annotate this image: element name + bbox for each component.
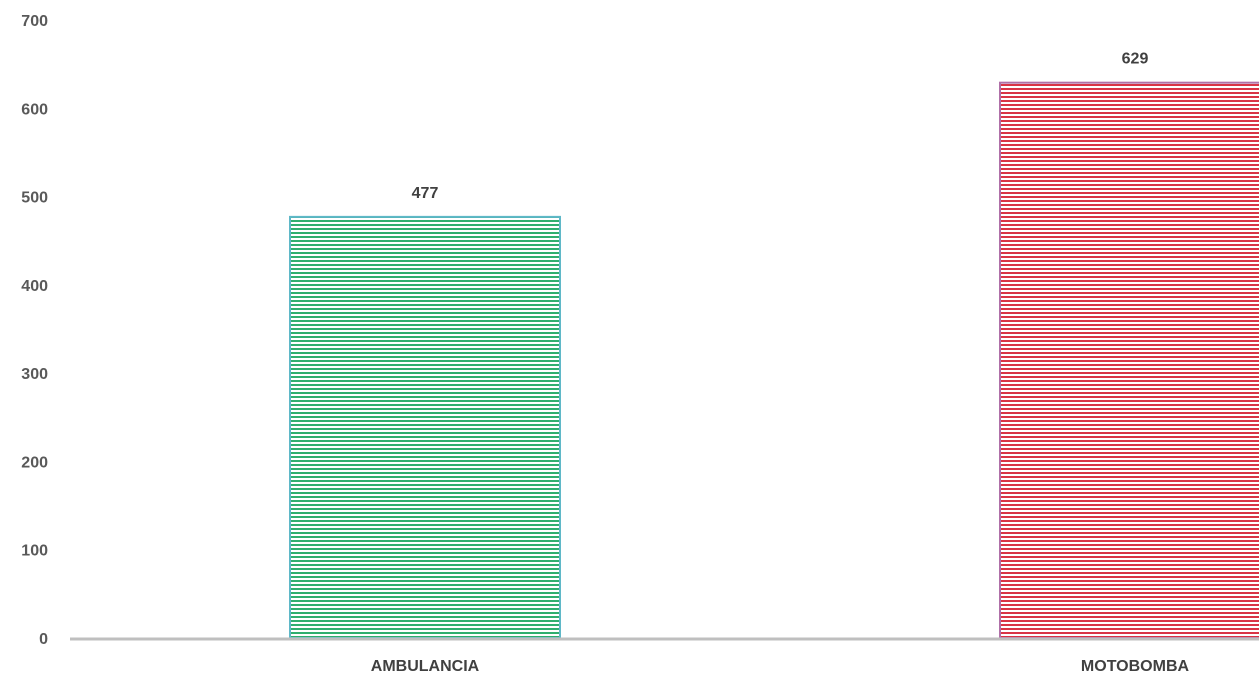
y-tick-label: 200	[21, 454, 48, 471]
y-axis: 0 100 200 300 400 500 600 700	[21, 13, 48, 648]
data-labels: 477 629	[412, 51, 1149, 202]
y-tick-label: 300	[21, 366, 48, 383]
bars	[289, 81, 1259, 639]
category-label-ambulancia: AMBULANCIA	[371, 658, 480, 675]
y-tick-label: 500	[21, 190, 48, 207]
y-tick-label: 400	[21, 278, 48, 295]
y-tick-label: 0	[39, 631, 48, 648]
data-label-ambulancia: 477	[412, 185, 439, 202]
y-tick-label: 700	[21, 13, 48, 30]
category-label-motobomba: MOTOBOMBA	[1081, 658, 1190, 675]
bar-ambulancia	[289, 215, 561, 639]
y-tick-label: 100	[21, 543, 48, 560]
bar-motobomba	[999, 81, 1259, 639]
y-tick-label: 600	[21, 101, 48, 118]
x-axis: AMBULANCIA MOTOBOMBA	[371, 658, 1190, 675]
data-label-motobomba: 629	[1122, 51, 1149, 68]
